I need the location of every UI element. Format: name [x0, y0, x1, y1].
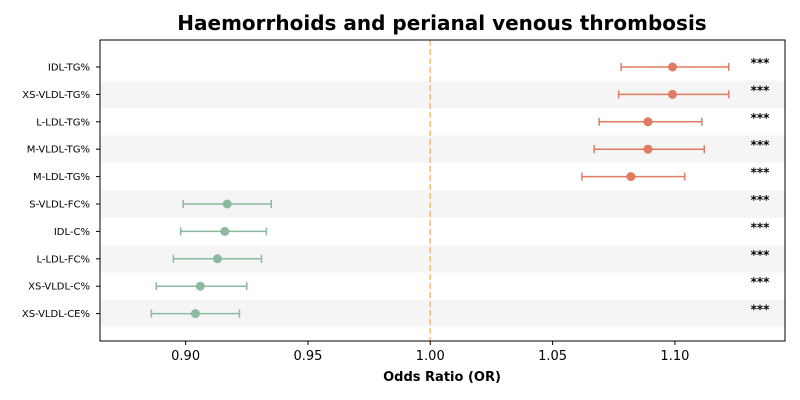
axes-frame — [99, 39, 786, 342]
or-point — [643, 117, 653, 127]
data-row: *** — [598, 111, 771, 127]
significance-label: *** — [751, 111, 771, 125]
data-marks: *** *** *** *** *** *** *** *** *** *** — [150, 56, 771, 319]
data-row: *** — [581, 166, 771, 182]
y-tick-label: S-VLDL-FC% — [29, 200, 90, 211]
or-point — [667, 62, 677, 72]
or-point — [195, 281, 205, 291]
data-row: *** — [617, 83, 771, 99]
or-point — [643, 144, 653, 154]
data-row: *** — [155, 275, 771, 291]
y-tick-label: L-LDL-TG% — [36, 117, 90, 128]
y-tick-label: M-VLDL-TG% — [27, 145, 90, 156]
x-tick-label: 1.00 — [416, 349, 445, 364]
data-row: *** — [593, 138, 771, 154]
significance-label: *** — [751, 275, 771, 289]
data-row: *** — [620, 56, 771, 72]
y-tick-label: IDL-TG% — [48, 63, 90, 74]
or-point — [212, 254, 222, 264]
data-row: *** — [182, 193, 771, 209]
significance-label: *** — [751, 56, 771, 70]
significance-label: *** — [751, 220, 771, 234]
y-tick-label: XS-VLDL-C% — [28, 282, 90, 293]
y-axis-ticks: IDL-TG% XS-VLDL-TG% L-LDL-TG% M-VLDL-TG% M-L… — [22, 63, 100, 320]
significance-label: *** — [751, 138, 771, 152]
significance-label: *** — [751, 303, 771, 317]
or-point — [222, 199, 232, 209]
significance-label: *** — [751, 166, 771, 180]
x-axis-ticks: 0.90 0.95 1.00 1.05 1.10 — [171, 341, 689, 364]
y-tick-label: IDL-C% — [54, 227, 90, 238]
x-tick-label: 1.05 — [538, 349, 567, 364]
data-row: *** — [172, 248, 771, 264]
x-tick-label: 0.95 — [293, 349, 322, 364]
y-tick-label: XS-VLDL-CE% — [22, 309, 90, 320]
x-axis-label: Odds Ratio (OR) — [383, 370, 501, 385]
y-tick-label: M-LDL-TG% — [33, 172, 90, 183]
or-point — [626, 172, 636, 182]
significance-label: *** — [751, 193, 771, 207]
chart-title: Haemorrhoids and perianal venous thrombo… — [177, 11, 706, 35]
y-tick-label: L-LDL-FC% — [36, 254, 90, 265]
x-tick-label: 0.90 — [171, 349, 200, 364]
y-tick-label: XS-VLDL-TG% — [22, 90, 90, 101]
data-row: *** — [179, 220, 771, 236]
or-point — [220, 226, 230, 236]
or-point — [190, 309, 200, 319]
significance-label: *** — [751, 83, 771, 97]
or-point — [667, 89, 677, 99]
data-row: *** — [150, 303, 771, 319]
x-tick-label: 1.10 — [660, 349, 689, 364]
significance-label: *** — [751, 248, 771, 262]
